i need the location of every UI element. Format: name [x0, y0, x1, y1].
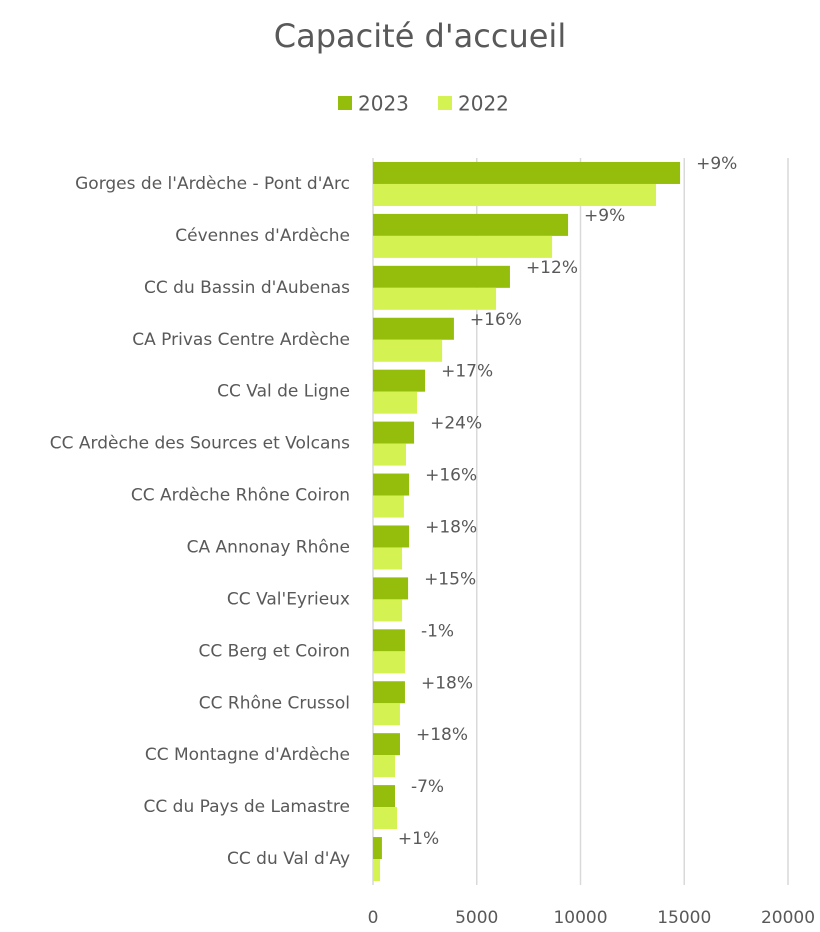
legend-label: 2022	[458, 92, 509, 116]
y-tick-label: CA Annonay Rhône	[187, 537, 350, 557]
bar	[373, 547, 403, 570]
bar	[373, 421, 415, 444]
y-tick-label: CC du Val d'Ay	[227, 849, 350, 869]
y-tick-label: CC Rhône Crussol	[199, 693, 350, 713]
change-label: +17%	[441, 362, 493, 382]
change-label: +1%	[398, 829, 439, 849]
change-label: +18%	[425, 517, 477, 537]
bar	[373, 733, 400, 756]
bar	[373, 599, 403, 622]
change-label: +9%	[696, 154, 737, 174]
change-label: +18%	[421, 673, 473, 693]
bar	[373, 443, 406, 466]
y-tick-label: CC Ardèche Rhône Coiron	[131, 486, 350, 506]
bar	[373, 235, 553, 258]
bar	[373, 287, 497, 310]
y-tick-label: Cévennes d'Ardèche	[175, 226, 350, 246]
bar	[373, 837, 382, 860]
bar	[373, 525, 410, 548]
y-tick-label: CC Val'Eyrieux	[227, 589, 350, 609]
bar	[373, 369, 426, 392]
bar	[373, 161, 681, 184]
legend-swatch	[438, 96, 452, 110]
bar	[373, 807, 398, 830]
y-tick-label: CC Montagne d'Ardèche	[145, 745, 350, 765]
change-label: +15%	[424, 569, 476, 589]
bar	[373, 265, 510, 288]
y-tick-label: CC Berg et Coiron	[199, 641, 350, 661]
y-tick-label: CC du Pays de Lamastre	[144, 797, 350, 817]
legend-label: 2023	[358, 92, 409, 116]
y-tick-label: CA Privas Centre Ardèche	[132, 330, 350, 350]
y-tick-label: Gorges de l'Ardèche - Pont d'Arc	[75, 174, 350, 194]
legend-swatch	[338, 96, 352, 110]
change-label: +24%	[430, 414, 482, 434]
chart-title: Capacité d'accueil	[274, 17, 566, 55]
change-label: +18%	[416, 725, 468, 745]
bar	[373, 755, 395, 778]
bar	[373, 183, 657, 206]
bar	[373, 703, 400, 726]
change-label: +16%	[425, 466, 477, 486]
y-tick-label: CC Ardèche des Sources et Volcans	[50, 434, 350, 454]
x-tick-label: 20000	[761, 908, 815, 928]
bar	[373, 317, 454, 340]
change-label: -7%	[411, 777, 444, 797]
change-label: +12%	[526, 258, 578, 278]
bar	[373, 651, 405, 674]
bar	[373, 473, 410, 496]
bar	[373, 495, 404, 518]
bar	[373, 785, 395, 808]
bar	[373, 629, 405, 652]
x-tick-label: 10000	[553, 908, 607, 928]
x-tick-label: 5000	[455, 908, 498, 928]
bar	[373, 681, 405, 704]
change-label: -1%	[421, 621, 454, 641]
change-label: +16%	[470, 310, 522, 330]
x-tick-label: 15000	[657, 908, 711, 928]
bar	[373, 859, 381, 882]
change-label: +9%	[584, 206, 625, 226]
x-tick-label: 0	[368, 908, 379, 928]
bar	[373, 213, 569, 236]
bar	[373, 577, 409, 600]
y-tick-label: CC Val de Ligne	[217, 382, 350, 402]
bar	[373, 391, 417, 414]
y-tick-label: CC du Bassin d'Aubenas	[144, 278, 350, 298]
bar	[373, 339, 443, 362]
